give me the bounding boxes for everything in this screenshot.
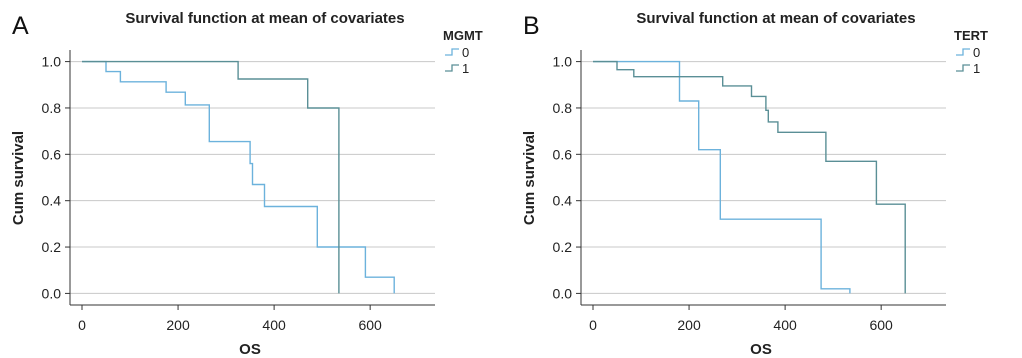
legend-title: TERT [954, 28, 988, 43]
legend-label: 0 [462, 44, 470, 60]
legend-item-1: 1 [443, 60, 483, 76]
x-tick-label: 600 [869, 317, 893, 333]
x-tick-label: 600 [358, 317, 382, 333]
plot-svg: 0.0 0.2 0.4 0.6 0.8 1.0 0 200 400 600 OS Cum surv… [10, 50, 435, 358]
chart-panel-a: A Survival function at mean of covariate… [10, 10, 483, 358]
legend-swatch [445, 48, 459, 56]
y-axis-label: Cum survival [10, 131, 27, 225]
y-tick-label: 0.0 [42, 285, 62, 301]
y-tick-label: 1.0 [553, 54, 573, 70]
x-axis-label: OS [239, 341, 261, 358]
y-tick-label: 0.6 [553, 146, 573, 162]
legend-swatch [956, 48, 970, 56]
legend: MGMT 0 1 [443, 28, 483, 76]
y-tick-label: 0.4 [42, 193, 62, 209]
x-tick-label: 400 [262, 317, 286, 333]
x-tick-label: 200 [677, 317, 701, 333]
legend-item-0: 0 [954, 44, 988, 60]
legend-label: 0 [973, 44, 981, 60]
x-tick-label: 0 [589, 317, 597, 333]
y-tick-label: 0.4 [553, 193, 573, 209]
legend: TERT 0 1 [954, 28, 988, 76]
chart-panel-b: B Survival function at mean of covariate… [511, 0, 1022, 358]
y-tick-label: 0.2 [42, 239, 62, 255]
legend-swatch [445, 64, 459, 72]
y-tick-label: 0.8 [42, 100, 62, 116]
y-tick-label: 0.2 [553, 239, 573, 255]
x-tick-label: 400 [773, 317, 797, 333]
y-tick-label: 0.6 [42, 146, 62, 162]
panel-letter: A [12, 12, 29, 40]
survival-curve-0 [593, 60, 851, 294]
legend-item-1: 1 [954, 60, 988, 76]
y-tick-label: 0.8 [553, 100, 573, 116]
survival-curve-1 [593, 60, 906, 294]
survival-curve-0 [82, 60, 395, 294]
plot-svg: 0.0 0.2 0.4 0.6 0.8 1.0 0 200 400 600 OS Cum surv… [521, 50, 946, 358]
x-axis-label: OS [750, 341, 772, 358]
legend-label: 1 [973, 60, 981, 76]
legend-swatch [956, 64, 970, 72]
chart-title: Survival function at mean of covariates [125, 10, 405, 27]
chart-title: Survival function at mean of covariates [636, 10, 916, 27]
legend-title: MGMT [443, 28, 483, 43]
legend-label: 1 [462, 60, 470, 76]
y-tick-label: 0.0 [553, 285, 573, 301]
panel-letter: B [523, 12, 540, 40]
y-axis-label: Cum survival [521, 131, 538, 225]
legend-item-0: 0 [443, 44, 483, 60]
x-tick-label: 200 [166, 317, 190, 333]
x-tick-label: 0 [78, 317, 86, 333]
survival-curve-1 [82, 60, 340, 294]
y-tick-label: 1.0 [42, 54, 62, 70]
